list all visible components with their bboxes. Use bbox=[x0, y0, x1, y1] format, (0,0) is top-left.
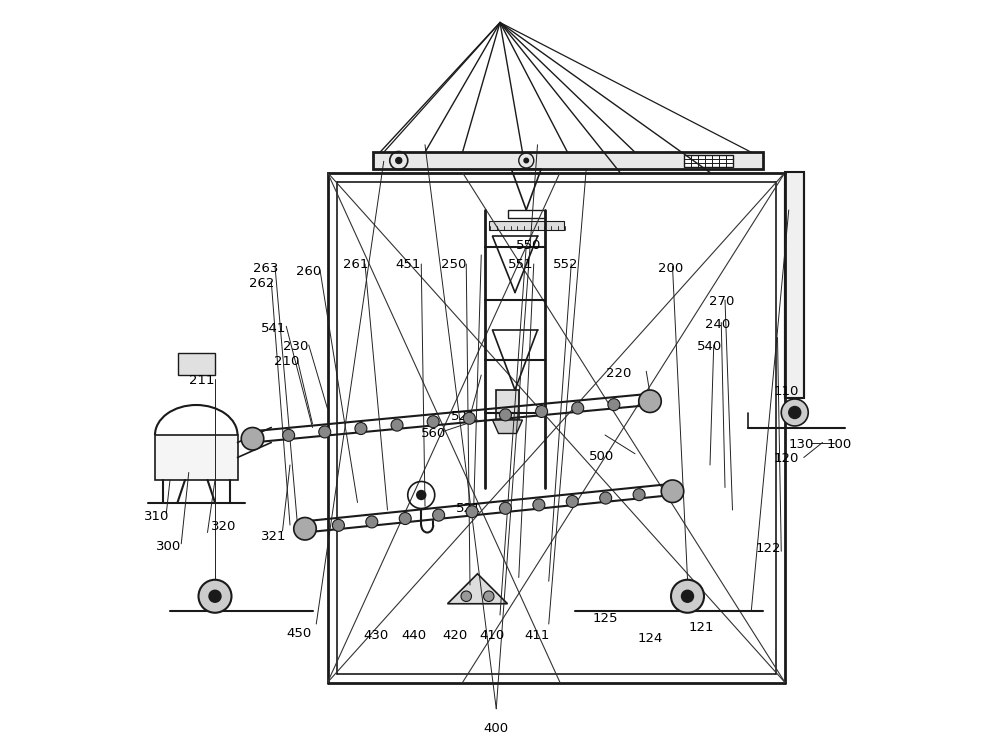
Circle shape bbox=[299, 523, 311, 535]
Circle shape bbox=[433, 509, 445, 521]
Text: 300: 300 bbox=[156, 539, 181, 553]
Circle shape bbox=[484, 591, 494, 602]
Text: 420: 420 bbox=[442, 628, 468, 642]
Circle shape bbox=[499, 409, 511, 421]
Circle shape bbox=[661, 480, 684, 502]
Text: 550: 550 bbox=[516, 239, 541, 253]
Text: 124: 124 bbox=[637, 632, 663, 646]
Circle shape bbox=[533, 499, 545, 511]
Bar bbox=[785, 172, 804, 398]
Circle shape bbox=[399, 512, 411, 524]
Bar bbox=[684, 154, 732, 166]
Text: 400: 400 bbox=[484, 722, 509, 736]
Circle shape bbox=[391, 419, 403, 431]
Text: 130: 130 bbox=[789, 437, 814, 451]
Bar bbox=[155, 435, 238, 480]
Polygon shape bbox=[492, 420, 522, 434]
Text: 521: 521 bbox=[456, 502, 481, 515]
Text: 552: 552 bbox=[553, 257, 579, 271]
Text: 125: 125 bbox=[592, 612, 618, 626]
Circle shape bbox=[417, 490, 426, 500]
Text: 121: 121 bbox=[688, 621, 714, 634]
Circle shape bbox=[536, 406, 548, 418]
Circle shape bbox=[283, 429, 295, 441]
Text: 411: 411 bbox=[525, 628, 550, 642]
Circle shape bbox=[524, 158, 528, 163]
Text: 211: 211 bbox=[189, 374, 214, 388]
Text: 500: 500 bbox=[589, 449, 614, 463]
Circle shape bbox=[600, 492, 612, 504]
Bar bbox=[508, 210, 545, 218]
Circle shape bbox=[666, 485, 678, 497]
Circle shape bbox=[566, 496, 578, 508]
Text: 200: 200 bbox=[658, 262, 684, 275]
Bar bbox=[489, 221, 564, 230]
Text: 250: 250 bbox=[441, 257, 466, 271]
Text: 122: 122 bbox=[756, 542, 781, 556]
Circle shape bbox=[332, 519, 344, 531]
Circle shape bbox=[241, 427, 264, 450]
Text: 440: 440 bbox=[401, 628, 426, 642]
Text: 120: 120 bbox=[774, 452, 799, 466]
Bar bbox=[372, 152, 763, 169]
Text: 521: 521 bbox=[451, 410, 477, 423]
Text: 230: 230 bbox=[283, 340, 309, 353]
Text: 540: 540 bbox=[697, 340, 723, 353]
Text: 110: 110 bbox=[774, 385, 799, 398]
Circle shape bbox=[246, 433, 258, 445]
Circle shape bbox=[294, 518, 316, 540]
Text: 262: 262 bbox=[249, 277, 274, 290]
Text: 430: 430 bbox=[364, 628, 389, 642]
Circle shape bbox=[355, 422, 367, 434]
Circle shape bbox=[644, 395, 656, 407]
Text: 560: 560 bbox=[421, 427, 447, 440]
Text: 100: 100 bbox=[826, 437, 852, 451]
Circle shape bbox=[366, 516, 378, 528]
Text: 210: 210 bbox=[274, 355, 299, 368]
Text: 541: 541 bbox=[261, 322, 286, 335]
Text: 551: 551 bbox=[508, 257, 534, 271]
Text: 410: 410 bbox=[480, 628, 505, 642]
Circle shape bbox=[209, 590, 221, 602]
Polygon shape bbox=[448, 574, 508, 604]
Text: 263: 263 bbox=[253, 262, 279, 275]
Circle shape bbox=[608, 399, 620, 411]
Text: 451: 451 bbox=[396, 257, 421, 271]
Text: 310: 310 bbox=[144, 509, 169, 523]
Circle shape bbox=[682, 590, 694, 602]
Circle shape bbox=[789, 406, 801, 418]
Bar bbox=[178, 352, 215, 375]
Text: 220: 220 bbox=[606, 367, 631, 380]
Text: 450: 450 bbox=[286, 627, 312, 640]
Circle shape bbox=[466, 506, 478, 518]
Bar bbox=[496, 390, 519, 420]
Text: 321: 321 bbox=[261, 530, 286, 543]
Circle shape bbox=[633, 489, 645, 501]
Text: 270: 270 bbox=[709, 295, 734, 308]
Text: 240: 240 bbox=[705, 317, 730, 331]
Text: 260: 260 bbox=[296, 265, 321, 278]
Circle shape bbox=[427, 416, 439, 428]
Circle shape bbox=[461, 591, 472, 602]
Circle shape bbox=[781, 399, 808, 426]
Circle shape bbox=[198, 580, 232, 613]
Circle shape bbox=[572, 402, 584, 414]
Text: 320: 320 bbox=[211, 520, 237, 533]
Circle shape bbox=[639, 390, 661, 412]
Circle shape bbox=[499, 503, 511, 515]
Circle shape bbox=[396, 158, 402, 164]
Circle shape bbox=[463, 413, 475, 424]
Circle shape bbox=[319, 426, 331, 438]
Circle shape bbox=[671, 580, 704, 613]
Text: 261: 261 bbox=[343, 257, 369, 271]
